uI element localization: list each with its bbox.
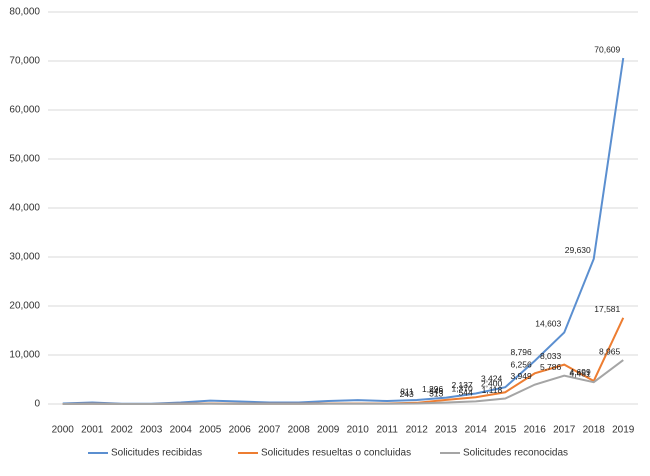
data-label: 3,949 xyxy=(510,371,532,381)
data-label: 5,786 xyxy=(540,362,562,372)
x-tick-label: 2006 xyxy=(229,425,252,436)
y-tick-label: 60,000 xyxy=(9,105,40,116)
data-label: 1,296 xyxy=(422,384,444,394)
y-tick-label: 80,000 xyxy=(9,7,40,18)
x-tick-label: 2004 xyxy=(170,425,193,436)
y-tick-label: 70,000 xyxy=(9,56,40,67)
data-label: 544 xyxy=(459,388,473,398)
y-tick-label: 0 xyxy=(34,399,40,410)
x-tick-label: 2014 xyxy=(465,425,488,436)
x-tick-label: 2005 xyxy=(199,425,222,436)
legend-label: Solicitudes recibidas xyxy=(111,448,202,459)
x-tick-label: 2010 xyxy=(347,425,370,436)
x-tick-label: 2001 xyxy=(81,425,104,436)
x-tick-label: 2009 xyxy=(317,425,340,436)
data-label: 8,033 xyxy=(540,351,562,361)
series-line xyxy=(62,359,624,405)
data-label: 811 xyxy=(400,386,414,396)
data-label: 8,965 xyxy=(599,346,621,356)
x-tick-label: 2002 xyxy=(111,425,134,436)
x-tick-label: 2000 xyxy=(52,425,75,436)
y-tick-label: 40,000 xyxy=(9,203,40,214)
legend-label: Solicitudes reconocidas xyxy=(463,448,568,459)
data-label: 4,699 xyxy=(569,367,591,377)
legend-label: Solicitudes resueltas o concluidas xyxy=(261,448,411,459)
data-label: 14,603 xyxy=(535,319,561,329)
y-tick-label: 10,000 xyxy=(9,350,40,361)
data-label: 70,609 xyxy=(594,44,620,54)
data-label: 6,256 xyxy=(510,360,532,370)
y-tick-label: 20,000 xyxy=(9,301,40,312)
data-label: 2,400 xyxy=(481,378,503,388)
data-label: 1,370 xyxy=(451,384,473,394)
data-label: 1,118 xyxy=(482,385,503,395)
data-label: 2,137 xyxy=(451,380,473,390)
x-tick-label: 2003 xyxy=(140,425,163,436)
data-label: 3,424 xyxy=(481,373,503,383)
data-label: 29,630 xyxy=(565,245,591,255)
x-tick-label: 2008 xyxy=(288,425,311,436)
x-tick-label: 2018 xyxy=(583,425,606,436)
x-tick-label: 2012 xyxy=(406,425,429,436)
x-tick-label: 2019 xyxy=(612,425,635,436)
x-tick-label: 2007 xyxy=(258,425,281,436)
x-tick-label: 2013 xyxy=(435,425,458,436)
data-label: 17,581 xyxy=(594,304,620,314)
x-tick-label: 2016 xyxy=(524,425,547,436)
data-label: 313 xyxy=(429,389,443,399)
y-tick-label: 30,000 xyxy=(9,252,40,263)
x-tick-label: 2015 xyxy=(494,425,517,436)
x-tick-label: 2017 xyxy=(553,425,576,436)
data-label: 243 xyxy=(400,389,414,399)
data-label: 846 xyxy=(429,386,443,396)
data-label: 4,451 xyxy=(569,368,591,378)
x-tick-label: 2011 xyxy=(376,425,398,436)
y-tick-label: 50,000 xyxy=(9,154,40,165)
data-label: 8,796 xyxy=(510,347,532,357)
